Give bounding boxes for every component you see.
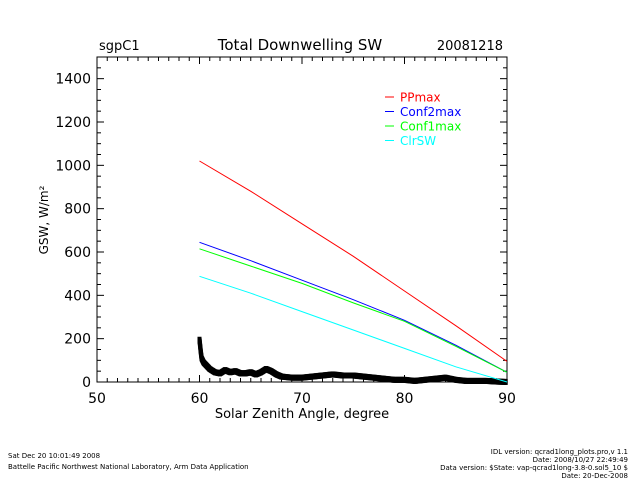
footer-left: Sat Dec 20 10:01:49 2008 Battelle Pacifi… — [8, 452, 249, 472]
footer-data-date: Date: 20-Dec-2008 — [561, 472, 628, 480]
footer-idl-version: IDL version: qcrad1long_plots.pro,v 1.1 — [490, 448, 628, 456]
series-line-conf1max — [199, 248, 508, 373]
y-tick-label: 1200 — [55, 115, 91, 131]
x-tick-label: 50 — [88, 391, 106, 407]
chart-title: Total Downwelling SW — [217, 36, 383, 54]
y-tick-label: 1000 — [55, 158, 91, 174]
y-tick-label: 0 — [82, 375, 91, 391]
x-tick-label: 70 — [293, 391, 311, 407]
footer-organization: Battelle Pacific Northwest National Labo… — [8, 463, 249, 471]
y-axis-label: GSW, W/m² — [37, 185, 51, 254]
footer-timestamp: Sat Dec 20 10:01:49 2008 — [8, 452, 101, 460]
series-line-ppmax — [199, 160, 508, 362]
date-label: 20081218 — [437, 39, 503, 54]
y-tick-label: 200 — [64, 332, 91, 348]
footer-idl-date: Date: 2008/10/27 22:49:49 — [532, 456, 628, 464]
y-tick-label: 400 — [64, 288, 91, 304]
x-axis-label: Solar Zenith Angle, degree — [215, 407, 389, 422]
x-tick-label: 90 — [498, 391, 516, 407]
y-tick-label: 800 — [64, 202, 91, 218]
legend-label-conf1max: Conf1max — [400, 120, 461, 134]
series-line-conf2max — [199, 241, 508, 373]
series-line-clrsw — [199, 275, 508, 383]
axes: 50 60 70 80 90 0 200 400 600 800 1000 1200 1400 — [55, 56, 516, 407]
footer-right: IDL version: qcrad1long_plots.pro,v 1.1 … — [440, 448, 628, 480]
y-tick-label: 600 — [64, 245, 91, 261]
legend-label-ppmax: PPmax — [400, 91, 441, 105]
series-observed — [197, 336, 508, 385]
legend-label-clrsw: ClrSW — [400, 134, 436, 148]
x-tick-label: 80 — [396, 391, 414, 407]
legend-label-conf2max: Conf2max — [400, 105, 461, 119]
series-layer — [197, 160, 508, 385]
y-tick-label: 1400 — [55, 72, 91, 88]
footer-data-version: Data version: $State: vap-qcrad1long-3.8… — [440, 464, 628, 472]
x-tick-label: 60 — [191, 391, 209, 407]
site-label: sgpC1 — [99, 39, 140, 54]
